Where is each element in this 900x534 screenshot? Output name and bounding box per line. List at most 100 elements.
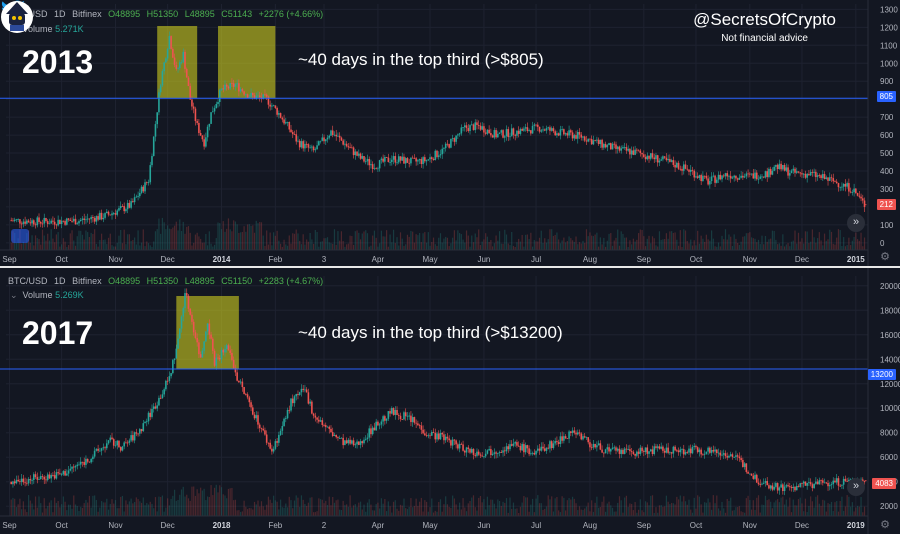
candle-body (667, 159, 669, 161)
candle-body (309, 401, 311, 404)
volume-bar (311, 497, 313, 516)
candle-body (278, 434, 280, 443)
volume-bar (509, 497, 511, 516)
candle-body (185, 68, 188, 78)
scroll-to-latest-button[interactable]: » (847, 478, 865, 496)
volume-bar (87, 502, 89, 516)
candle-body (576, 432, 579, 435)
candle-body (295, 134, 298, 142)
volume-bar (170, 498, 172, 516)
volume-bar (460, 509, 462, 516)
candle-body (453, 138, 456, 142)
volume-bar (709, 502, 711, 516)
candle-body (842, 478, 845, 485)
candle-body (100, 448, 103, 451)
candle-body (406, 415, 409, 417)
candle-body (67, 470, 70, 474)
candle-body (719, 452, 722, 456)
volume-bar (756, 497, 758, 516)
volume-bar (358, 232, 360, 250)
symbol-label[interactable]: BTC/USD (8, 276, 48, 286)
volume-bar (130, 498, 132, 516)
candle-body (790, 170, 793, 174)
volume-bar (417, 235, 419, 250)
candle-body (323, 424, 325, 426)
candle-body (286, 409, 289, 419)
candle-body (813, 171, 815, 173)
volume-bar (712, 495, 714, 516)
candle-body (780, 484, 782, 488)
volume-bar (432, 512, 435, 516)
volume-bar (431, 241, 433, 250)
volume-bar (436, 511, 438, 516)
volume-bar (601, 501, 603, 516)
volume-bar (177, 500, 179, 516)
candle-body (559, 129, 562, 136)
tradingview-logo-icon[interactable] (11, 229, 29, 243)
candle-body (238, 380, 240, 383)
volume-bar (198, 236, 200, 250)
volume-bar (792, 240, 794, 250)
candle-body (846, 183, 848, 187)
volume-bar (92, 234, 94, 250)
volume-bar (191, 245, 193, 250)
volume-bar (744, 236, 746, 250)
candle-body (121, 206, 124, 207)
settings-gear-icon[interactable]: ⚙ (880, 251, 890, 263)
volume-bar (382, 236, 384, 250)
candle-body (29, 222, 32, 224)
volume-bar (794, 505, 796, 516)
chevron-down-icon[interactable]: ⌄ (10, 290, 18, 300)
interval-label[interactable]: 1D (54, 276, 66, 286)
volume-bar (858, 506, 860, 516)
volume-bar (255, 504, 257, 516)
interval-label[interactable]: 1D (54, 9, 66, 19)
volume-bar (502, 243, 504, 250)
candle-body (622, 147, 624, 149)
volume-bar (592, 511, 595, 516)
volume-bar (227, 488, 230, 516)
volume-bar (59, 507, 61, 516)
volume-bar (372, 235, 374, 250)
candle-body (724, 453, 727, 457)
candle-body (411, 417, 414, 423)
volume-bar (702, 512, 704, 516)
candle-body (38, 217, 40, 222)
volume-bar (154, 231, 157, 250)
volume-bar (253, 501, 256, 516)
volume-bar (664, 506, 666, 516)
volume-bar (525, 497, 527, 516)
volume-bar (585, 229, 588, 250)
volume-bar (55, 502, 57, 516)
candle-body (752, 475, 755, 479)
candle-body (476, 451, 478, 456)
volume-bar (128, 234, 130, 250)
settings-gear-icon[interactable]: ⚙ (880, 519, 890, 531)
scroll-to-latest-button[interactable]: » (847, 214, 865, 232)
candle-body (606, 145, 609, 148)
candle-body (509, 136, 511, 138)
volume-bar (575, 236, 577, 250)
volume-bar (787, 506, 789, 516)
volume-bar (549, 229, 551, 250)
volume-bar (267, 244, 270, 250)
volume-bar (829, 504, 831, 516)
volume-bar (811, 501, 813, 516)
candle-body (72, 218, 75, 222)
volume-bar (674, 504, 676, 516)
volume-bar (634, 502, 636, 516)
candle-body (220, 88, 223, 91)
candle-body (24, 221, 26, 224)
volume-bar (479, 495, 482, 516)
candle-body (377, 168, 379, 170)
volume-bar (370, 245, 372, 250)
candle-body (269, 442, 271, 449)
candle-body (693, 445, 696, 447)
candle-body (832, 178, 835, 182)
volume-bar (664, 238, 666, 250)
candle-body (177, 68, 179, 69)
volume-legend[interactable]: ⌄ Volume 5.269K (10, 290, 84, 301)
volume-bar (420, 497, 422, 516)
candle-body (592, 140, 595, 145)
candle-body (521, 444, 523, 451)
